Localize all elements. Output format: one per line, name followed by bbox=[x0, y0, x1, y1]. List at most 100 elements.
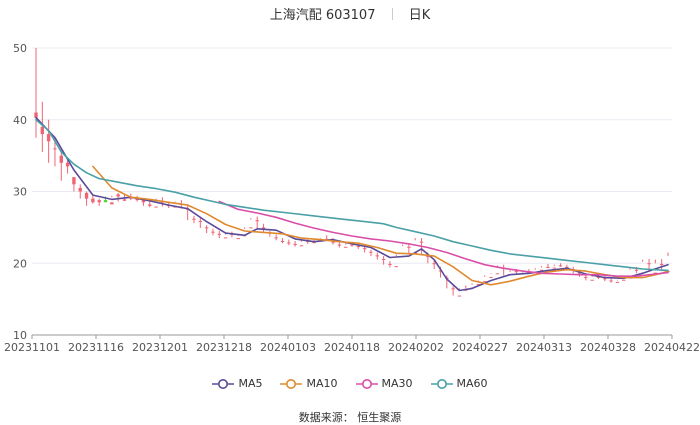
candle-body bbox=[78, 187, 82, 192]
candle-body bbox=[457, 295, 462, 297]
candle-body bbox=[369, 251, 373, 253]
candle-body bbox=[489, 276, 493, 278]
candle-body bbox=[211, 231, 215, 233]
candle bbox=[546, 263, 550, 269]
candle-body bbox=[236, 238, 240, 240]
x-axis: 20231101 20231116 20231201 20231218 20240103… bbox=[4, 334, 700, 354]
candle bbox=[274, 234, 278, 241]
candle bbox=[451, 286, 455, 296]
candle-body bbox=[432, 263, 436, 265]
legend-marker-icon bbox=[430, 378, 453, 389]
candle-body bbox=[438, 270, 443, 272]
legend: MA5 MA10 MA30 MA60 bbox=[0, 376, 700, 390]
candle bbox=[483, 275, 487, 283]
candle-body bbox=[565, 266, 569, 268]
candle-body bbox=[198, 220, 203, 222]
y-tick-label: 20 bbox=[13, 257, 27, 270]
candle bbox=[356, 243, 361, 249]
candle bbox=[584, 274, 588, 281]
candle bbox=[666, 252, 670, 273]
candle bbox=[293, 241, 297, 247]
legend-label: MA60 bbox=[456, 376, 488, 390]
candle bbox=[40, 101, 45, 153]
candle bbox=[46, 119, 51, 163]
candle bbox=[400, 244, 405, 258]
candle-body bbox=[495, 273, 500, 275]
candle-body bbox=[135, 198, 139, 201]
candle-body bbox=[192, 218, 196, 220]
candle-body bbox=[255, 220, 259, 222]
legend-item-ma5[interactable]: MA5 bbox=[212, 377, 262, 390]
period-label: 日K bbox=[408, 8, 431, 23]
x-tick-label: 20240227 bbox=[452, 341, 508, 354]
legend-marker-icon bbox=[355, 378, 378, 389]
candle-body bbox=[426, 256, 430, 258]
candle-body bbox=[609, 280, 613, 282]
candle-body bbox=[539, 269, 544, 271]
candle bbox=[78, 184, 82, 199]
candle-body bbox=[603, 278, 607, 280]
candle bbox=[65, 159, 70, 174]
candle bbox=[609, 278, 613, 283]
candle bbox=[59, 148, 63, 181]
candle-body bbox=[325, 238, 329, 240]
candle-body bbox=[451, 288, 455, 290]
candle-body bbox=[362, 248, 367, 250]
x-tick-label: 20231101 bbox=[4, 341, 60, 354]
x-tick-label: 20240202 bbox=[388, 341, 444, 354]
candle-body bbox=[84, 192, 89, 199]
candle-body bbox=[394, 266, 398, 268]
candle-body bbox=[110, 202, 114, 205]
candle bbox=[375, 252, 379, 260]
candle bbox=[116, 192, 120, 202]
ma60-line bbox=[35, 119, 669, 272]
x-tick-label: 20240422 bbox=[644, 341, 700, 354]
candle bbox=[558, 263, 563, 267]
ma10-line bbox=[92, 165, 669, 286]
candle-body bbox=[622, 279, 626, 281]
candle-body bbox=[91, 198, 95, 203]
candle-body bbox=[34, 112, 38, 118]
candle bbox=[369, 249, 373, 257]
stock-title: 上海汽配 603107 bbox=[269, 8, 376, 23]
candle-body bbox=[647, 263, 651, 265]
candle bbox=[249, 218, 253, 229]
candle-body bbox=[122, 199, 127, 201]
candle bbox=[489, 273, 493, 278]
candle-body bbox=[97, 200, 101, 203]
candle-body bbox=[659, 263, 664, 265]
candle-body bbox=[331, 241, 335, 243]
candle-body bbox=[154, 206, 158, 208]
candle-body bbox=[65, 162, 70, 167]
candle bbox=[388, 261, 392, 268]
candle-body bbox=[577, 272, 582, 274]
candle-body bbox=[350, 244, 354, 246]
ma-lines bbox=[35, 116, 669, 292]
x-tick-label: 20231218 bbox=[196, 341, 252, 354]
candle bbox=[34, 48, 38, 138]
legend-item-ma60[interactable]: MA60 bbox=[430, 376, 488, 390]
candle-body bbox=[483, 281, 487, 283]
candle-body bbox=[337, 244, 342, 246]
legend-marker-icon bbox=[280, 378, 303, 389]
candle-body bbox=[464, 289, 468, 291]
candle-body bbox=[375, 255, 379, 257]
candle-body bbox=[615, 281, 620, 283]
ma5-line bbox=[35, 116, 669, 292]
candle-body bbox=[217, 233, 221, 235]
candle-body bbox=[287, 242, 291, 244]
legend-marker-icon bbox=[212, 378, 235, 389]
y-axis: 10 20 30 40 50 bbox=[13, 42, 27, 342]
legend-item-ma10[interactable]: MA10 bbox=[280, 377, 338, 390]
legend-item-ma30[interactable]: MA30 bbox=[355, 377, 413, 390]
y-tick-label: 40 bbox=[13, 114, 27, 127]
candle bbox=[198, 218, 203, 229]
candle bbox=[110, 195, 114, 205]
x-tick-label: 20240118 bbox=[324, 341, 380, 354]
candle-body bbox=[148, 204, 152, 206]
candle-body bbox=[293, 243, 297, 245]
candle-body bbox=[388, 263, 392, 265]
candle bbox=[236, 235, 240, 240]
candle bbox=[394, 254, 398, 268]
